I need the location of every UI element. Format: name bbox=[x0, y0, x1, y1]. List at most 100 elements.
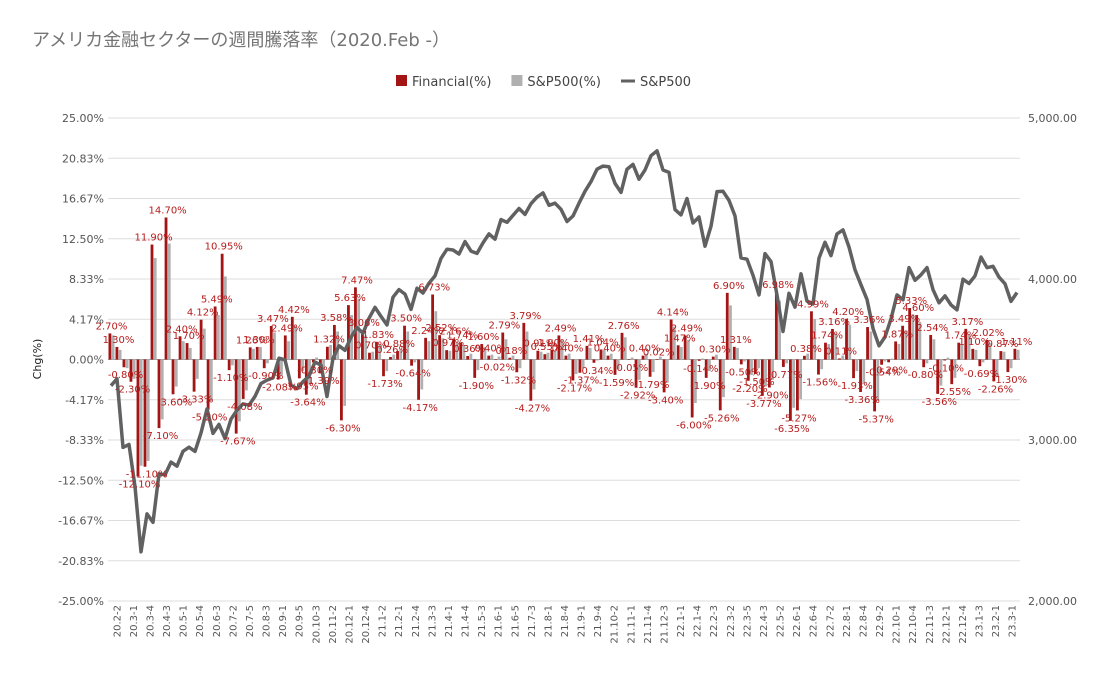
financial-bar bbox=[683, 335, 687, 360]
sp500-pct-bar bbox=[406, 331, 410, 360]
data-label: -0.30% bbox=[297, 365, 332, 376]
financial-bar bbox=[641, 355, 645, 360]
financial-bar bbox=[753, 359, 757, 374]
financial-bar bbox=[732, 346, 736, 360]
financial-bar bbox=[971, 348, 975, 360]
financial-bar bbox=[234, 359, 238, 434]
sp500-pct-bar bbox=[644, 353, 648, 360]
data-label: 0.30% bbox=[699, 345, 731, 356]
financial-bar bbox=[424, 337, 427, 360]
data-label: -2.26% bbox=[978, 384, 1013, 395]
x-tick-label: 23.2-1 bbox=[991, 605, 1002, 637]
sp500-pct-bar bbox=[904, 330, 908, 360]
financial-bar bbox=[585, 345, 589, 360]
x-tick-label: 22.12-1 bbox=[941, 605, 952, 644]
financial-bar bbox=[115, 346, 119, 360]
sp500-pct-bar bbox=[111, 335, 115, 360]
sp500-pct-bar bbox=[195, 359, 199, 379]
data-label: 3.06% bbox=[348, 318, 380, 329]
financial-bar bbox=[311, 359, 315, 363]
data-label: 0.97% bbox=[432, 338, 464, 349]
x-tick-label: 21.7-3 bbox=[527, 605, 538, 637]
sp500-pct-bar bbox=[813, 318, 817, 360]
financial-bar bbox=[1013, 348, 1017, 360]
financial-bar bbox=[690, 359, 694, 418]
data-label: -1.39% bbox=[304, 376, 339, 387]
legend-label-0: Financial(%) bbox=[412, 75, 491, 90]
sp500-pct-bar bbox=[595, 359, 599, 361]
x-tick-label: 22.6-1 bbox=[792, 605, 803, 637]
data-label: -2.90% bbox=[753, 391, 788, 402]
data-label: -11.10% bbox=[126, 470, 168, 481]
data-label: 1.31% bbox=[720, 335, 752, 346]
sp500-pct-bar bbox=[266, 359, 269, 364]
financial-bar bbox=[964, 328, 968, 360]
sp500-pct-bar bbox=[665, 359, 669, 383]
financial-bar bbox=[781, 359, 785, 367]
sp500-pct-bar bbox=[230, 359, 234, 366]
data-label: 3.58% bbox=[320, 313, 352, 324]
financial-bar bbox=[157, 359, 161, 429]
sp500-pct-bar bbox=[202, 328, 206, 360]
financial-bar bbox=[515, 359, 519, 373]
sp500-pct-bar bbox=[932, 339, 936, 360]
x-tick-label: 20.7-5 bbox=[245, 605, 256, 637]
data-label: 3.50% bbox=[390, 314, 422, 325]
data-label: 1.74% bbox=[446, 331, 478, 342]
data-label: 0.11% bbox=[825, 346, 857, 357]
financial-bar bbox=[739, 359, 743, 365]
sp500-pct-bar bbox=[371, 351, 375, 360]
financial-bar bbox=[206, 359, 210, 410]
financial-bar bbox=[248, 347, 252, 360]
financial-bar bbox=[276, 359, 280, 380]
financial-bar bbox=[529, 359, 533, 401]
financial-bar bbox=[220, 253, 224, 360]
data-label: -0.80% bbox=[108, 370, 143, 381]
sp500-pct-bar bbox=[855, 359, 859, 372]
sp500-pct-bar bbox=[553, 350, 557, 360]
x-tick-label: 20.8-3 bbox=[262, 605, 273, 637]
x-tick-label: 21.1-2 bbox=[378, 605, 389, 637]
data-label: 1.74% bbox=[944, 331, 976, 342]
financial-bar bbox=[452, 338, 456, 360]
data-label: 2.49% bbox=[271, 323, 303, 334]
sp500-pct-bar bbox=[616, 359, 620, 370]
financial-bar bbox=[845, 318, 848, 360]
data-label: -4.08% bbox=[227, 402, 262, 413]
x-tick-label: 21.11-4 bbox=[643, 605, 654, 644]
financial-bar bbox=[241, 359, 245, 399]
data-label: 11.90% bbox=[135, 233, 173, 244]
data-label: -5.27% bbox=[781, 413, 816, 424]
data-label: -3.56% bbox=[922, 397, 957, 408]
financial-bar bbox=[852, 359, 855, 379]
financial-bar bbox=[143, 359, 147, 467]
financial-bar bbox=[796, 359, 799, 411]
sp500-pct-bar bbox=[862, 359, 866, 384]
sp500-line-group bbox=[109, 149, 1019, 554]
financial-bar bbox=[178, 336, 182, 360]
financial-bar bbox=[473, 359, 477, 378]
x-tick-label: 20.9-5 bbox=[295, 605, 306, 637]
financial-bar bbox=[676, 345, 680, 360]
data-label: -12.10% bbox=[119, 479, 161, 490]
financial-bar bbox=[887, 359, 891, 363]
left-tick-label: 12.50% bbox=[62, 233, 104, 246]
financial-bar bbox=[599, 349, 603, 360]
sp500-pct-bar bbox=[139, 359, 143, 466]
sp500-pct-bar bbox=[946, 357, 950, 360]
sp500-pct-bar bbox=[679, 346, 683, 360]
x-tick-label: 20.10-3 bbox=[311, 605, 322, 644]
data-label: 2.02% bbox=[973, 328, 1005, 339]
financial-bar bbox=[487, 355, 491, 360]
x-tick-label: 21.9-4 bbox=[593, 605, 604, 637]
data-label: -0.64% bbox=[395, 369, 430, 380]
data-label: 0.40% bbox=[552, 344, 584, 355]
data-label: -1.37% bbox=[564, 376, 599, 387]
sp500-pct-bar bbox=[806, 353, 810, 360]
x-tick-label: 22.12-4 bbox=[958, 605, 969, 644]
sp500-pct-bar bbox=[273, 332, 276, 360]
right-tick-label: 5,000.00 bbox=[1028, 112, 1077, 125]
financial-bar bbox=[866, 327, 869, 360]
sp500-pct-bar bbox=[490, 354, 494, 360]
